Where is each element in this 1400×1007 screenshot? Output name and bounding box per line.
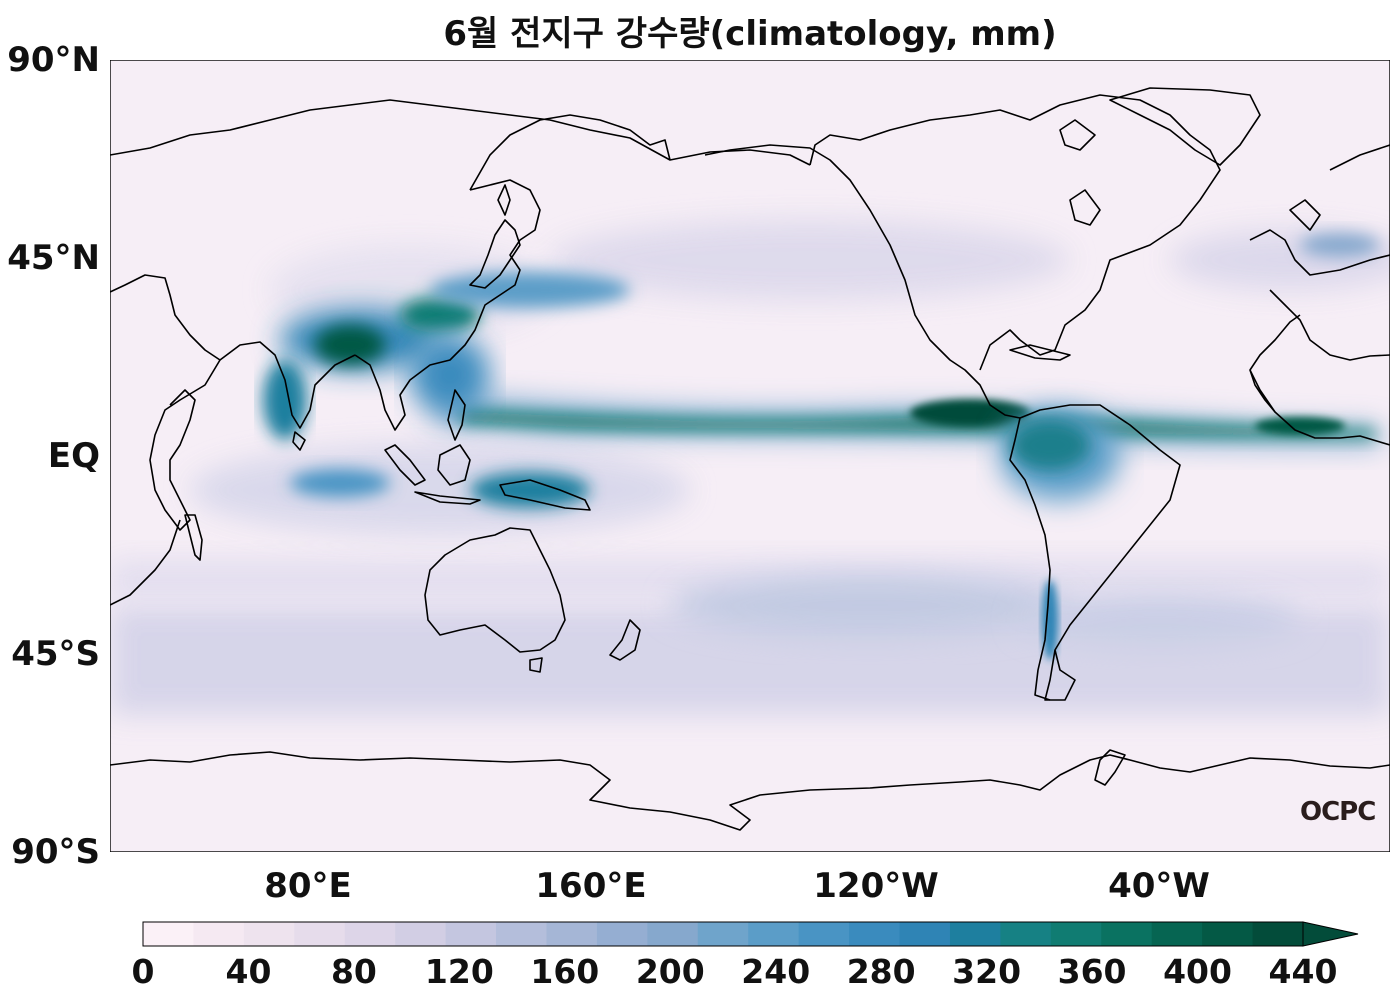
- x-tick-label-80e: 80°E: [264, 866, 352, 906]
- y-tick-label-90s: 90°S: [11, 832, 100, 872]
- colorbar-tick-label: 280: [846, 952, 916, 991]
- colorbar-tick-label: 240: [741, 952, 811, 991]
- colorbar-tick-label: 440: [1268, 952, 1338, 991]
- y-tick-label-45n: 45°N: [7, 238, 100, 278]
- colorbar-swatch: [546, 922, 598, 946]
- colorbar-swatch: [143, 922, 195, 946]
- colorbar-swatch: [1202, 922, 1254, 946]
- colorbar-tick-label: 0: [131, 952, 155, 991]
- colorbar-swatch: [294, 922, 346, 946]
- colorbar-swatch: [798, 922, 850, 946]
- ocpc-logo: OCPC: [1300, 797, 1376, 827]
- coastlines: [110, 87, 1390, 831]
- colorbar-swatch: [1000, 922, 1052, 946]
- colorbar-tick-label: 160: [530, 952, 600, 991]
- colorbar-tick-label: 200: [635, 952, 705, 991]
- colorbar-swatch: [899, 922, 951, 946]
- y-tick-label-eq: EQ: [47, 436, 100, 476]
- colorbar-swatch: [949, 922, 1001, 946]
- colorbar-swatch: [1151, 922, 1203, 946]
- y-tick-label-45s: 45°S: [11, 634, 100, 674]
- colorbar-tick-label: 40: [225, 952, 272, 991]
- colorbar-extend-arrow: [1302, 921, 1359, 947]
- precipitation-map: [110, 60, 1390, 852]
- colorbar-tick-label: 80: [330, 952, 377, 991]
- colorbar-swatch: [647, 922, 699, 946]
- colorbar-swatches: [142, 921, 1359, 947]
- map-canvas: [110, 60, 1390, 852]
- colorbar-frame: [142, 921, 1304, 947]
- x-tick-label-120w: 120°W: [813, 866, 939, 906]
- x-tick-label-40w: 40°W: [1108, 866, 1210, 906]
- colorbar-swatch: [596, 922, 648, 946]
- colorbar-swatch: [395, 922, 447, 946]
- colorbar-swatch: [748, 922, 800, 946]
- colorbar-tick-label: 120: [424, 952, 494, 991]
- precipitation-highs: [263, 233, 1380, 660]
- colorbar-swatch: [697, 922, 749, 946]
- colorbar-swatch: [193, 922, 245, 946]
- colorbar-swatch: [344, 922, 396, 946]
- colorbar-tick-label: 320: [952, 952, 1022, 991]
- colorbar-swatch: [1101, 922, 1153, 946]
- x-tick-label-160e: 160°E: [535, 866, 647, 906]
- colorbar: [142, 921, 1359, 947]
- colorbar-swatch: [496, 922, 548, 946]
- storm-track-bands: [110, 220, 1390, 715]
- colorbar-tick-label: 400: [1163, 952, 1232, 991]
- y-tick-label-90n: 90°N: [7, 40, 100, 80]
- colorbar-tick-label: 360: [1057, 952, 1127, 991]
- colorbar-swatch: [243, 922, 295, 946]
- colorbar-swatch: [849, 922, 901, 946]
- map-title: 6월 전지구 강수량(climatology, mm): [443, 14, 1057, 54]
- colorbar-swatch: [445, 922, 497, 946]
- colorbar-swatch: [1252, 922, 1304, 946]
- colorbar-swatch: [1050, 922, 1102, 946]
